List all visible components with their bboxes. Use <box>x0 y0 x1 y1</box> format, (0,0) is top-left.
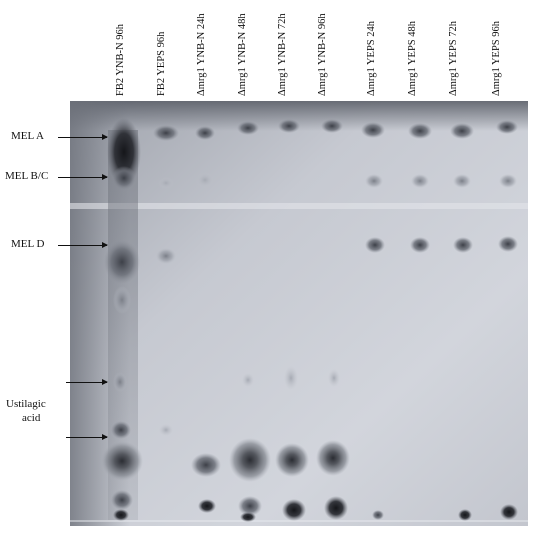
lane-4-spots <box>229 121 271 522</box>
marker-label-mel-bc: MEL B/C <box>5 170 49 182</box>
marker-arrow-mel-bc <box>58 174 108 180</box>
marker-label-ustilagic: Ustilagic acid <box>6 397 46 425</box>
lane-7-spots <box>361 122 385 520</box>
lane-2-spots <box>153 125 179 436</box>
marker-arrow-mel-a <box>58 134 108 140</box>
marker-label-mel-a: MEL A <box>11 130 44 142</box>
lane-5-spots <box>275 119 309 521</box>
marker-arrow-ustilagic <box>66 434 108 440</box>
marker-label-ustilagic-line1: Ustilagic <box>6 398 46 410</box>
marker-arrow-upper <box>66 379 108 385</box>
lane-9-spots <box>450 123 474 521</box>
lane-1-spots <box>101 118 143 521</box>
lane-6-spots <box>316 119 350 520</box>
marker-label-ustilagic-line2: acid <box>22 412 41 424</box>
marker-arrow-mel-d <box>58 242 108 248</box>
lane-10-spots <box>496 120 518 520</box>
lane-8-spots <box>408 123 432 253</box>
lane-3-spots <box>191 126 221 513</box>
marker-label-mel-d: MEL D <box>11 238 45 250</box>
